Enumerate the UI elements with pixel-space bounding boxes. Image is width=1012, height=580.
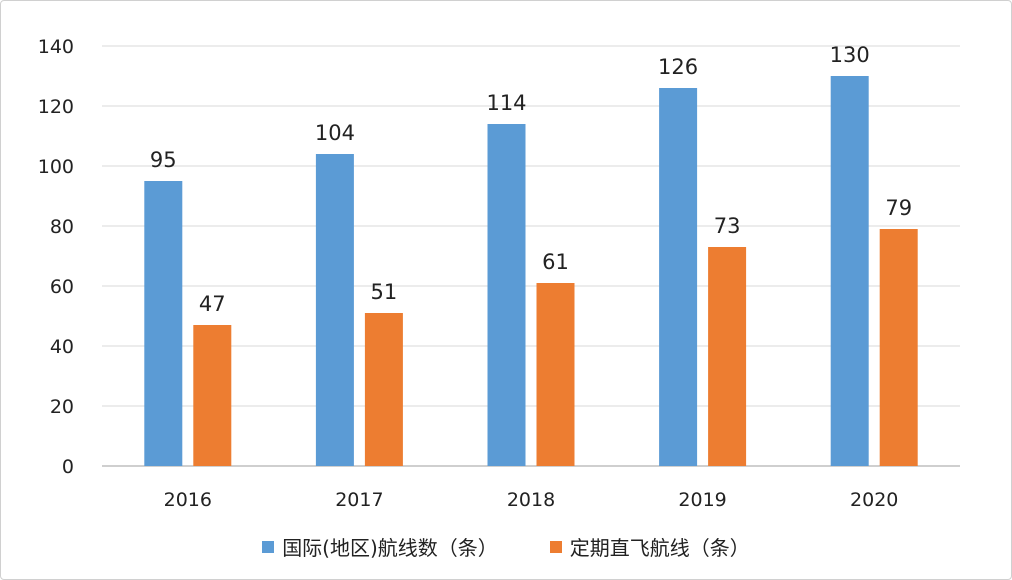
y-tick-label: 0 xyxy=(62,456,74,478)
data-label-series2-2019: 73 xyxy=(714,214,741,238)
y-tick-label: 140 xyxy=(38,36,74,58)
data-label-series2-2016: 47 xyxy=(199,292,226,316)
y-tick-label: 120 xyxy=(38,96,74,118)
y-tick-label: 80 xyxy=(50,216,74,238)
gridlines xyxy=(102,45,960,467)
legend-item-direct-flights: 定期直飞航线（条） xyxy=(549,532,750,561)
data-label-series1-2019: 126 xyxy=(658,55,698,79)
bar-series1-2018 xyxy=(487,124,526,466)
data-label-series2-2017: 51 xyxy=(371,280,398,304)
data-label-series1-2017: 104 xyxy=(315,121,355,145)
y-tick-label: 100 xyxy=(38,156,74,178)
bar-series2-2017 xyxy=(364,313,403,466)
x-tick-label-2018: 2018 xyxy=(507,489,555,511)
legend-swatch-international-routes xyxy=(262,540,275,553)
legend-label-international-routes: 国际(地区)航线数（条） xyxy=(282,536,498,560)
bar-series2-2018 xyxy=(536,283,575,466)
legend: 国际(地区)航线数（条） 定期直飞航线（条） xyxy=(0,532,1012,561)
legend-swatch-direct-flights xyxy=(549,540,562,553)
bar-series1-2017 xyxy=(315,154,354,466)
data-label-series1-2020: 130 xyxy=(830,43,870,67)
bar-series2-2019 xyxy=(708,247,747,466)
y-tick-label: 40 xyxy=(50,336,74,358)
y-tick-label: 60 xyxy=(50,276,74,298)
data-label-series1-2016: 95 xyxy=(150,148,177,172)
y-tick-label: 20 xyxy=(50,396,74,418)
bar-series1-2019 xyxy=(659,88,698,466)
data-label-series1-2018: 114 xyxy=(486,91,526,115)
bar-series1-2020 xyxy=(830,76,869,466)
data-label-series2-2018: 61 xyxy=(542,250,569,274)
bar-series2-2020 xyxy=(879,229,918,466)
data-label-series2-2020: 79 xyxy=(885,196,912,220)
y-axis-ticks: 0 20 40 60 80 100 120 140 xyxy=(38,36,74,478)
bar-chart: 0 20 40 60 80 100 120 140 95 47 104 51 114 61 126 73 13… xyxy=(38,36,960,511)
bar-series1-2016 xyxy=(144,181,183,466)
bar-series2-2016 xyxy=(193,325,232,466)
data-labels: 95 47 104 51 114 61 126 73 130 79 xyxy=(150,43,912,316)
x-axis-ticks: 2016 2017 2018 2019 2020 xyxy=(164,489,899,511)
legend-label-direct-flights: 定期直飞航线（条） xyxy=(569,536,750,560)
x-tick-label-2020: 2020 xyxy=(850,489,898,511)
x-tick-label-2017: 2017 xyxy=(335,489,383,511)
x-tick-label-2016: 2016 xyxy=(164,489,212,511)
legend-item-international-routes: 国际(地区)航线数（条） xyxy=(262,532,498,561)
x-tick-label-2019: 2019 xyxy=(678,489,726,511)
bars xyxy=(144,76,918,466)
